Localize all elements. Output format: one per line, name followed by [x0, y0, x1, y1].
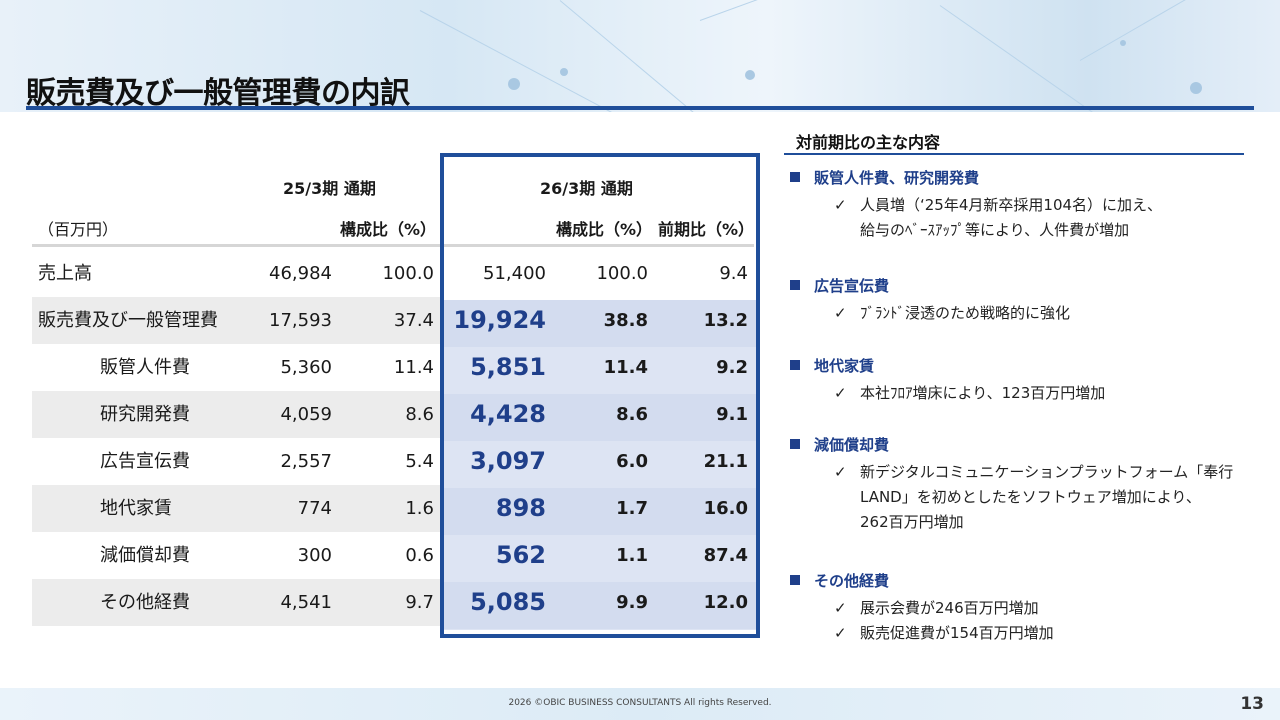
page-title: 販売費及び一般管理費の内訳 [26, 76, 410, 111]
cell-cur-ratio: 6.0 [616, 451, 648, 472]
cell-cur: 562 [495, 541, 546, 569]
cell-prev-ratio: 0.6 [405, 545, 434, 566]
cell-prev: 4,541 [280, 592, 332, 613]
check-icon: ✓ [834, 304, 847, 322]
note-line: ✓ 人員増（‘25年4月新卒採用104名）に加え、 [834, 196, 1163, 214]
unit-label: （百万円） [38, 220, 119, 239]
cell-cur: 4,428 [470, 400, 546, 428]
note-line-continued: LAND」を初めとしたをソフトウェア増加により、 [860, 488, 1201, 506]
panel-title: 対前期比の主な内容 [796, 133, 941, 152]
cell-name: 売上高 [38, 263, 92, 284]
cell-prev-ratio: 1.6 [405, 498, 434, 519]
note-heading: 販管人件費、研究開発費 [790, 167, 979, 188]
cell-cur-ratio: 1.1 [616, 545, 648, 566]
table-row: 販売費及び一般管理費 17,593 37.4 19,924 38.8 13.2 [32, 297, 754, 344]
table-row: 販管人件費 5,360 11.4 5,851 11.4 9.2 [32, 344, 754, 391]
cell-cur: 3,097 [470, 447, 546, 475]
cell-prev: 2,557 [280, 451, 332, 472]
cell-cur: 5,851 [470, 353, 546, 381]
square-bullet-icon [790, 280, 800, 290]
cell-yoy: 9.4 [719, 263, 748, 284]
cell-yoy: 21.1 [703, 451, 748, 472]
title-underline [26, 106, 1254, 110]
note-line-continued: 給与のﾍﾞｰｽｱｯﾌﾟ等により、人件費が増加 [860, 221, 1130, 239]
cell-name: その他経費 [100, 592, 190, 613]
square-bullet-icon [790, 172, 800, 182]
cell-prev: 5,360 [280, 357, 332, 378]
table-row: 研究開発費 4,059 8.6 4,428 8.6 9.1 [32, 391, 754, 438]
cell-yoy: 87.4 [703, 545, 748, 566]
cell-prev: 300 [297, 545, 332, 566]
cell-prev-ratio: 5.4 [405, 451, 434, 472]
cell-prev: 774 [297, 498, 332, 519]
note-heading: 地代家賃 [790, 355, 874, 376]
cell-cur-ratio: 38.8 [603, 310, 648, 331]
ratio-cur-header: 構成比（%） [556, 220, 653, 239]
note-heading: 減価償却費 [790, 434, 889, 455]
current-period-highlight [444, 300, 756, 630]
note-line-continued: 262百万円増加 [860, 513, 964, 531]
square-bullet-icon [790, 360, 800, 370]
note-heading: 広告宣伝費 [790, 275, 889, 296]
cell-prev-ratio: 100.0 [382, 263, 434, 284]
check-icon: ✓ [834, 384, 847, 402]
table-row: 減価償却費 300 0.6 562 1.1 87.4 [32, 532, 754, 579]
note-line: ✓ 展示会費が246百万円増加 [834, 599, 1039, 617]
cell-name: 販管人件費 [100, 357, 190, 378]
panel-title-rule [784, 153, 1244, 155]
cell-yoy: 9.1 [716, 404, 748, 425]
cell-yoy: 13.2 [703, 310, 748, 331]
cell-name: 広告宣伝費 [100, 451, 190, 472]
copyright: 2026 ©OBIC BUSINESS CONSULTANTS All righ… [508, 698, 772, 708]
note-heading: その他経費 [790, 570, 889, 591]
cell-prev-ratio: 8.6 [405, 404, 434, 425]
period-prev-header: 25/3期 通期 [283, 179, 376, 198]
check-icon: ✓ [834, 599, 847, 617]
header-rule [32, 244, 754, 247]
check-icon: ✓ [834, 196, 847, 214]
cell-name: 研究開発費 [100, 404, 190, 425]
period-cur-header: 26/3期 通期 [540, 179, 633, 198]
note-line: ✓ ﾌﾞﾗﾝﾄﾞ浸透のため戦略的に強化 [834, 304, 1071, 322]
table-row: 広告宣伝費 2,557 5.4 3,097 6.0 21.1 [32, 438, 754, 485]
yoy-header: 前期比（%） [658, 220, 755, 239]
check-icon: ✓ [834, 463, 847, 481]
header-background [0, 0, 1280, 112]
cell-name: 販売費及び一般管理費 [38, 310, 218, 331]
cell-prev: 46,984 [269, 263, 332, 284]
table-row: 売上高 46,984 100.0 51,400 100.0 9.4 [32, 250, 754, 297]
square-bullet-icon [790, 575, 800, 585]
square-bullet-icon [790, 439, 800, 449]
cell-cur: 898 [495, 494, 546, 522]
cell-yoy: 9.2 [716, 357, 748, 378]
cell-name: 地代家賃 [100, 498, 172, 519]
page-number: 13 [1240, 694, 1264, 714]
cell-cur-ratio: 11.4 [603, 357, 648, 378]
check-icon: ✓ [834, 624, 847, 642]
cell-cur-ratio: 100.0 [596, 263, 648, 284]
current-period-frame [440, 153, 760, 638]
note-line: ✓ 販売促進費が154百万円増加 [834, 624, 1054, 642]
cell-prev-ratio: 9.7 [405, 592, 434, 613]
table-row: 地代家賃 774 1.6 898 1.7 16.0 [32, 485, 754, 532]
footer-band [0, 688, 1280, 720]
cell-prev-ratio: 11.4 [393, 357, 434, 378]
cell-cur: 5,085 [470, 588, 546, 616]
ratio-prev-header: 構成比（%） [340, 220, 437, 239]
cell-yoy: 16.0 [703, 498, 748, 519]
cell-prev: 17,593 [269, 310, 332, 331]
cell-prev-ratio: 37.4 [393, 310, 434, 331]
cell-prev: 4,059 [280, 404, 332, 425]
cell-cur: 19,924 [453, 306, 546, 334]
cell-cur-ratio: 8.6 [616, 404, 648, 425]
cell-cur: 51,400 [483, 263, 546, 284]
table-row: その他経費 4,541 9.7 5,085 9.9 12.0 [32, 579, 754, 626]
cell-name: 減価償却費 [100, 545, 190, 566]
cell-yoy: 12.0 [703, 592, 748, 613]
cell-cur-ratio: 9.9 [616, 592, 648, 613]
note-line: ✓ 新デジタルコミュニケーションプラットフォーム「奉行 [834, 463, 1234, 481]
note-line: ✓ 本社ﾌﾛｱ増床により、123百万円増加 [834, 384, 1106, 402]
cell-cur-ratio: 1.7 [616, 498, 648, 519]
